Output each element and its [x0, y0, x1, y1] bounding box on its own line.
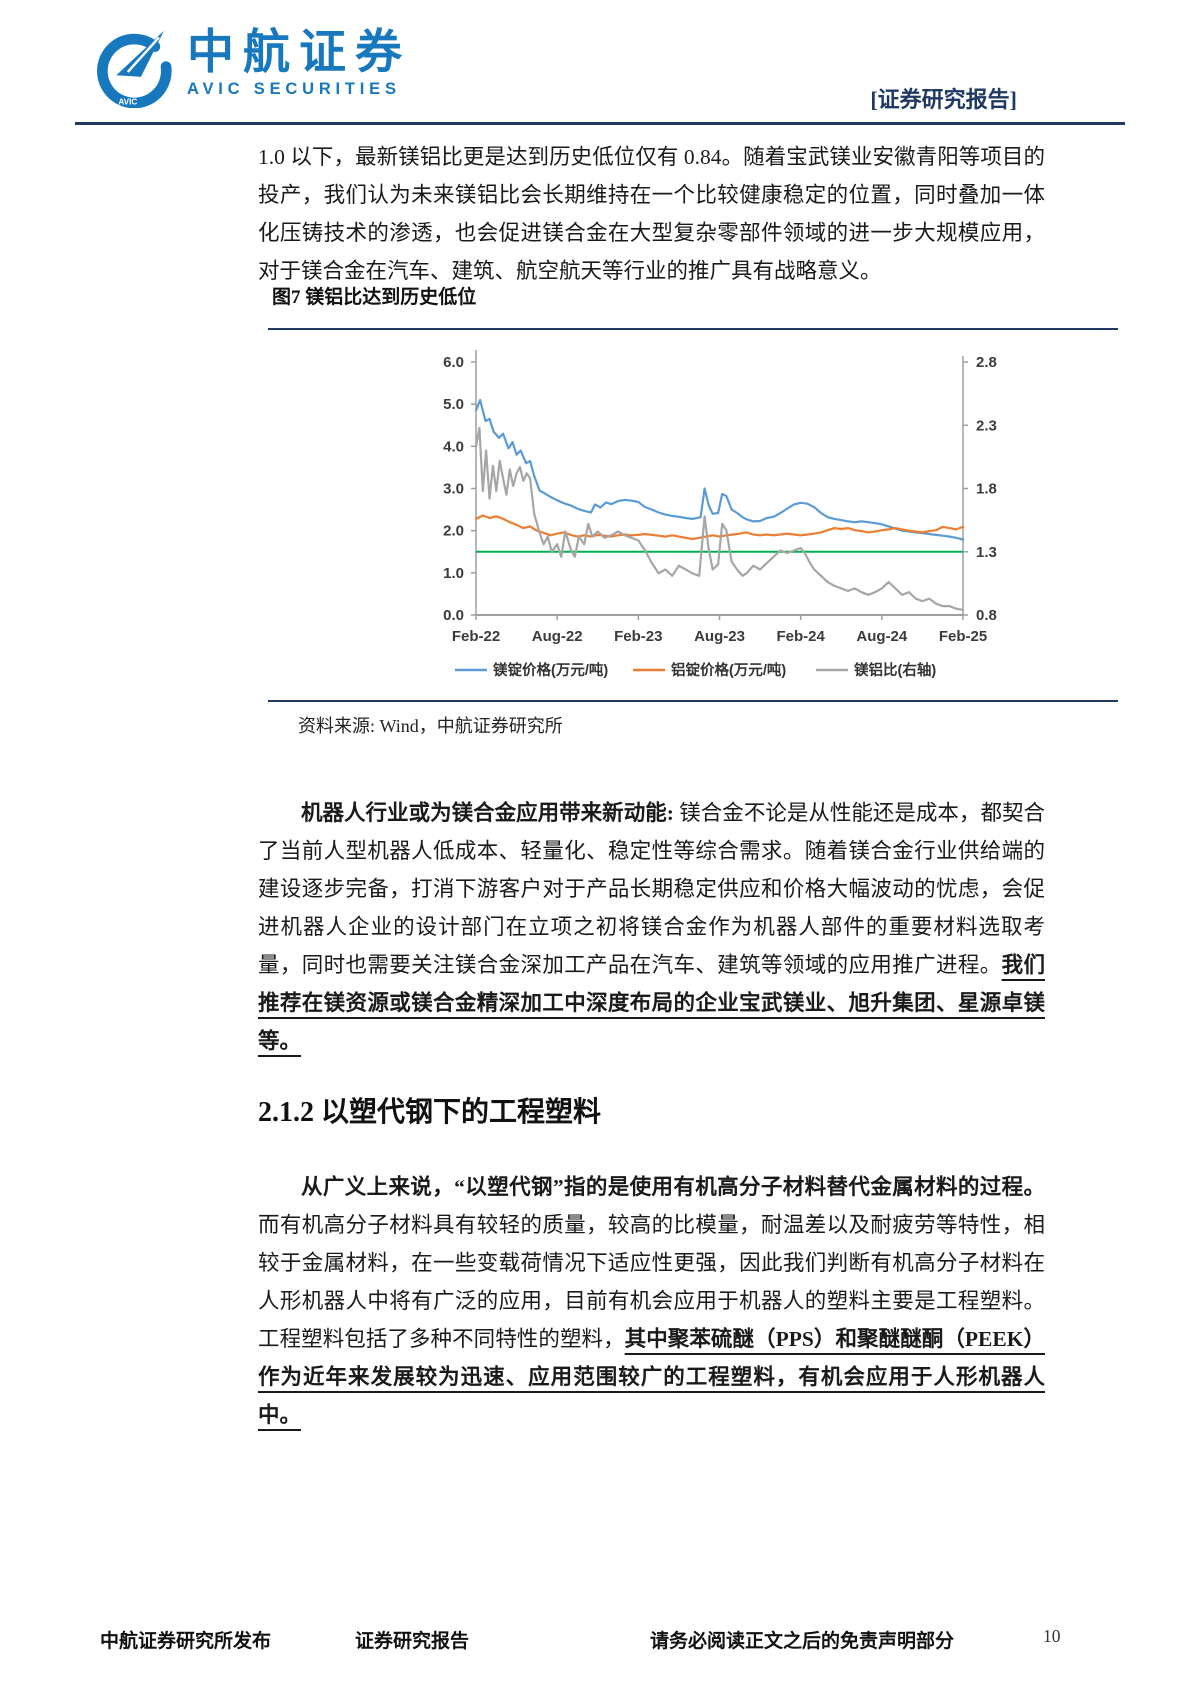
svg-text:镁铝比(右轴): 镁铝比(右轴) [854, 661, 936, 679]
svg-text:2.0: 2.0 [443, 523, 464, 540]
svg-text:Aug-22: Aug-22 [532, 628, 583, 645]
paragraph-body-text: 镁合金不论是从性能还是成本，都契合了当前人型机器人低成本、轻量化、稳定性等综合需… [258, 801, 1045, 977]
paragraph-body-text: 而有机高分子材料具有较轻的质量，较高的比模量，耐温差以及耐疲劳等特性，相较于金属… [258, 1213, 1045, 1351]
logo-en-text: AVIC SECURITIES [187, 80, 401, 98]
avic-logo-icon: AVIC [97, 30, 172, 108]
svg-text:Feb-23: Feb-23 [614, 628, 662, 645]
avic-logo: AVIC 中航证券 AVIC SECURITIES [95, 26, 411, 108]
svg-text:Feb-22: Feb-22 [452, 628, 500, 645]
footer-disclaimer: 请务必阅读正文之后的免责声明部分 [650, 1631, 955, 1652]
recommendation-underlined-text: 我们推荐在镁资源或镁合金精深加工中深度布局的企业宝武镁业、旭升集团、星源卓镁等。 [258, 953, 1045, 1053]
report-type-tag: [证券研究报告] [870, 87, 1017, 112]
plastics-underlined-text: 其中聚苯硫醚（PPS）和聚醚醚酮（PEEK）作为近年来发展较为迅速、应用范围较广… [258, 1327, 1045, 1427]
svg-text:Feb-25: Feb-25 [939, 628, 987, 645]
svg-text:1.0: 1.0 [443, 565, 464, 582]
figure-caption: 图7 镁铝比达到历史低位 [272, 287, 477, 308]
figure-top-divider [268, 328, 1118, 330]
svg-text:1.8: 1.8 [976, 481, 997, 498]
svg-text:0.8: 0.8 [976, 607, 997, 624]
logo-text: 中航证券 AVIC SECURITIES [187, 26, 411, 99]
svg-text:Feb-24: Feb-24 [776, 628, 825, 645]
paragraph-engineering-plastics: 从广义上来说，“以塑代钢”指的是使用有机高分子材料替代金属材料的过程。而有机高分… [258, 1168, 1045, 1434]
svg-text:4.0: 4.0 [443, 438, 464, 455]
svg-text:Aug-24: Aug-24 [856, 628, 907, 645]
svg-text:5.0: 5.0 [443, 396, 464, 413]
paragraph-mg-al-ratio: 1.0 以下，最新镁铝比更是达到历史低位仅有 0.84。随着宝武镁业安徽青阳等项… [258, 145, 1045, 283]
section-heading-2-1-2: 2.1.2 以塑代钢下的工程塑料 [258, 1097, 602, 1128]
footer-publisher: 中航证券研究所发布 [100, 1631, 272, 1652]
figure-source: 资料来源: Wind，中航证券研究所 [298, 716, 563, 736]
logo-cn-text: 中航证券 [187, 25, 411, 78]
svg-text:3.0: 3.0 [443, 481, 464, 498]
svg-text:2.3: 2.3 [976, 417, 997, 434]
svg-text:1.3: 1.3 [976, 544, 997, 561]
svg-text:Aug-23: Aug-23 [694, 628, 745, 645]
figure-bottom-divider [268, 700, 1118, 702]
svg-text:镁锭价格(万元/吨): 镁锭价格(万元/吨) [493, 661, 608, 679]
paragraph-robot-industry: 机器人行业或为镁合金应用带来新动能: 镁合金不论是从性能还是成本，都契合了当前人… [258, 794, 1045, 1060]
avic-badge-text: AVIC [118, 98, 137, 107]
paragraph-bold-lead: 机器人行业或为镁合金应用带来新动能: [301, 801, 674, 825]
svg-text:6.0: 6.0 [443, 354, 464, 371]
header-divider [75, 122, 1125, 125]
paragraph-bold-lead: 从广义上来说，“以塑代钢”指的是使用有机高分子材料替代金属材料的过程。 [301, 1175, 1045, 1199]
mg-al-price-ratio-chart: 6.0 5.0 4.0 3.0 2.0 1.0 0.0 2.8 2.3 1.8 1.3 0.8 Feb-… [443, 350, 997, 679]
figure-7: 图7 镁铝比达到历史低位 6.0 5.0 4.0 3.0 2.0 1.0 0.0 2.8 2.3… [268, 282, 1118, 752]
footer-report-type: 证券研究报告 [355, 1631, 470, 1652]
page-number: 10 [1043, 1626, 1061, 1646]
page-footer: 中航证券研究所发布 证券研究报告 请务必阅读正文之后的免责声明部分 10 [0, 1626, 1200, 1656]
svg-text:铝锭价格(万元/吨): 铝锭价格(万元/吨) [671, 661, 786, 679]
svg-text:0.0: 0.0 [443, 607, 464, 624]
svg-text:2.8: 2.8 [976, 354, 997, 371]
